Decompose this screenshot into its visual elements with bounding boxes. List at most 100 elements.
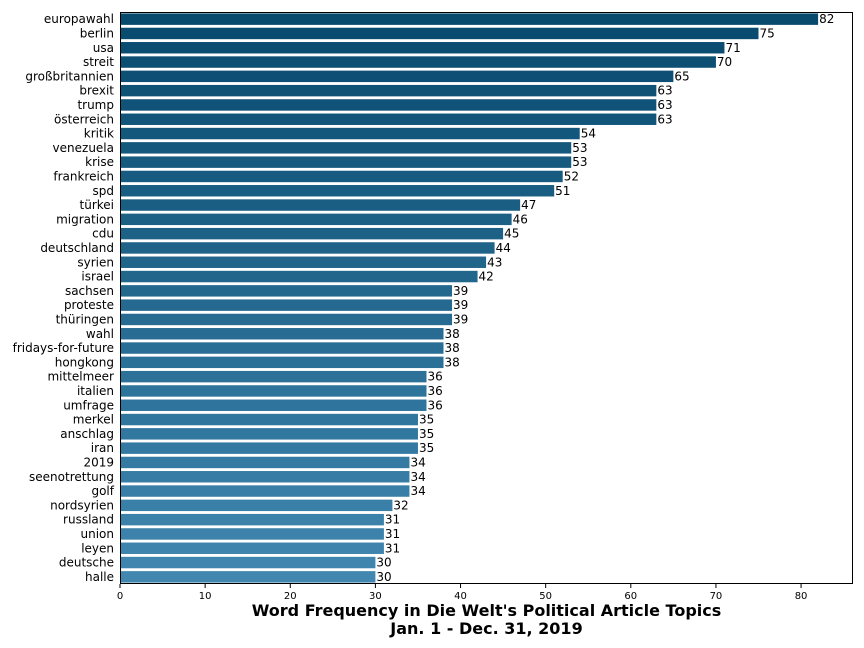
bar-venezuela: [120, 142, 572, 154]
category-label: europawahl: [44, 12, 114, 26]
value-label: 38: [445, 341, 460, 355]
bar-sachsen: [120, 285, 453, 297]
bar-anschlag: [120, 428, 418, 440]
category-label: 2019: [83, 455, 114, 469]
category-label: halle: [85, 570, 114, 584]
bar-deutschland: [120, 242, 495, 254]
plot-frame: [120, 12, 853, 584]
value-label: 65: [674, 69, 689, 83]
value-label: 53: [572, 141, 587, 155]
bar-union: [120, 528, 384, 540]
bar-israel: [120, 270, 478, 283]
category-label: streit: [83, 55, 114, 69]
bar-frankreich: [120, 170, 563, 183]
value-label: 30: [376, 570, 391, 584]
value-label: 63: [657, 112, 672, 126]
value-label: 36: [427, 398, 442, 412]
bar-migration: [120, 213, 512, 226]
value-label: 63: [657, 84, 672, 98]
category-label: spd: [93, 184, 115, 198]
category-label: türkei: [80, 198, 114, 212]
value-label: 71: [725, 41, 740, 55]
value-label: 38: [445, 327, 460, 341]
value-label: 53: [572, 155, 587, 169]
value-label: 34: [410, 484, 425, 498]
bar-usa: [120, 42, 725, 54]
x-tick-label: 30: [369, 591, 382, 602]
category-label: proteste: [64, 298, 114, 312]
bar-halle: [120, 571, 376, 583]
category-label: russland: [63, 513, 114, 527]
bar-italien: [120, 385, 427, 397]
category-label: italien: [77, 384, 114, 398]
value-labels: 8275717065636363545353525147464544434239…: [376, 12, 834, 584]
value-label: 36: [427, 384, 442, 398]
bar-wahl: [120, 328, 444, 340]
bar-streit: [120, 56, 716, 68]
x-tick-label: 70: [710, 591, 723, 602]
bar-thüringen: [120, 313, 453, 326]
value-label: 43: [487, 255, 502, 269]
x-tick-label: 80: [795, 591, 808, 602]
category-label: nordsyrien: [50, 498, 114, 512]
category-label: großbritannien: [25, 69, 114, 83]
value-label: 31: [385, 541, 400, 555]
category-label: krise: [85, 155, 114, 169]
value-label: 63: [657, 98, 672, 112]
category-label: hongkong: [55, 355, 114, 369]
bar-russland: [120, 513, 384, 526]
bar-großbritannien: [120, 70, 674, 83]
category-label: migration: [56, 212, 114, 226]
value-label: 46: [513, 212, 528, 226]
category-label: golf: [91, 484, 114, 498]
category-label: cdu: [92, 227, 114, 241]
category-label: umfrage: [63, 398, 114, 412]
value-label: 39: [453, 312, 468, 326]
value-label: 70: [717, 55, 732, 69]
x-axis-label: Word Frequency in Die Welt's Political A…: [120, 602, 853, 638]
x-axis-label-line2: Jan. 1 - Dec. 31, 2019: [390, 619, 583, 638]
category-label: trump: [77, 98, 114, 112]
bar-cdu: [120, 227, 504, 240]
value-label: 39: [453, 298, 468, 312]
bar-syrien: [120, 256, 487, 268]
x-tick-label: 20: [284, 591, 297, 602]
category-label: union: [81, 527, 115, 541]
bar-spd: [120, 185, 555, 197]
category-label: frankreich: [53, 169, 114, 183]
x-tick-label: 10: [199, 591, 212, 602]
category-label: mittelmeer: [47, 370, 114, 384]
bar-türkei: [120, 199, 521, 211]
bar-krise: [120, 156, 572, 168]
category-label: iran: [91, 441, 114, 455]
value-label: 34: [410, 455, 425, 469]
bar-proteste: [120, 299, 453, 311]
value-label: 34: [410, 470, 425, 484]
value-label: 31: [385, 513, 400, 527]
category-label: israel: [81, 270, 114, 284]
category-label: anschlag: [60, 427, 114, 441]
value-label: 39: [453, 284, 468, 298]
bar-nordsyrien: [120, 499, 393, 512]
bar-brexit: [120, 84, 657, 97]
value-label: 32: [393, 498, 408, 512]
bar-mittelmeer: [120, 370, 427, 383]
category-label: thüringen: [56, 312, 114, 326]
x-axis-label-line1: Word Frequency in Die Welt's Political A…: [251, 601, 722, 620]
value-label: 75: [760, 26, 775, 40]
category-label: wahl: [86, 327, 114, 341]
category-labels: europawahlberlinusastreitgroßbritannienb…: [13, 12, 115, 584]
category-label: sachsen: [65, 284, 114, 298]
value-label: 31: [385, 527, 400, 541]
bars-group: [120, 13, 819, 583]
value-label: 35: [419, 427, 434, 441]
value-label: 54: [581, 127, 596, 141]
value-label: 52: [564, 169, 579, 183]
category-label: fridays-for-future: [13, 341, 114, 355]
value-label: 36: [427, 370, 442, 384]
value-label: 35: [419, 413, 434, 427]
category-label: syrien: [77, 255, 114, 269]
category-label: deutsche: [59, 556, 114, 570]
bar-europawahl: [120, 13, 819, 25]
bar-deutsche: [120, 556, 376, 569]
